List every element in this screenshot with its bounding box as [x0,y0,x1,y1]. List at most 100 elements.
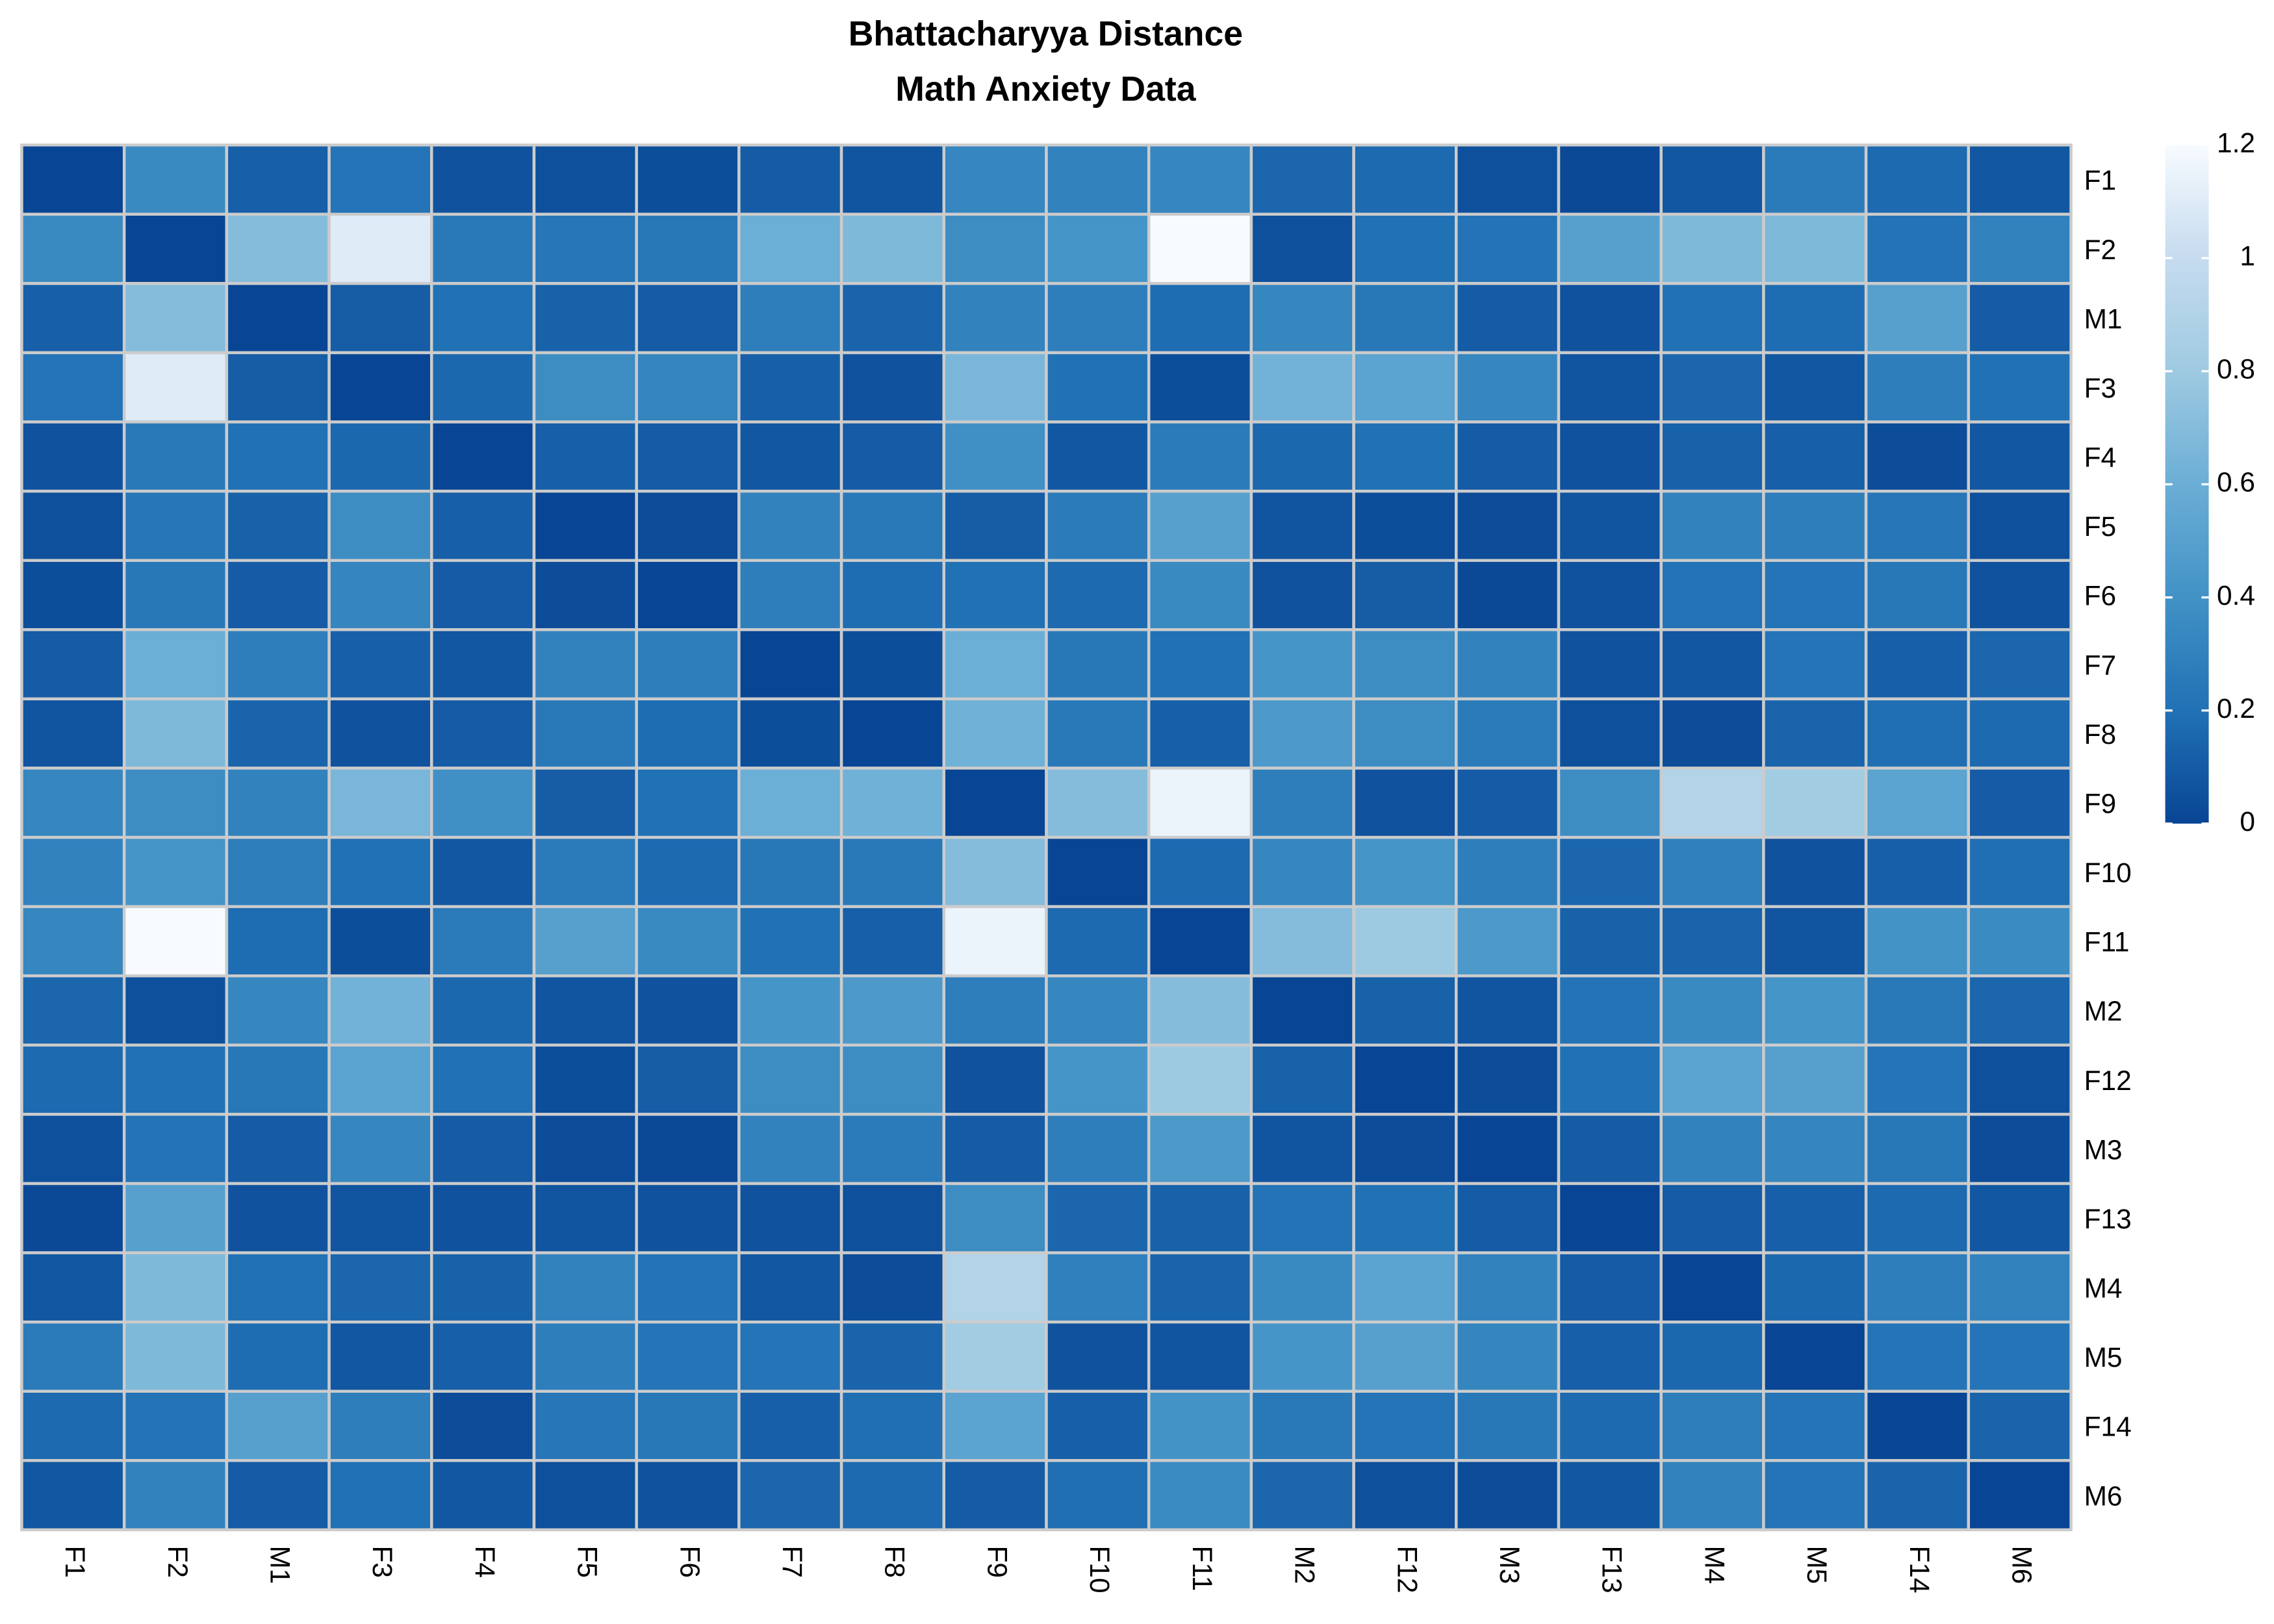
heatmap-cell [942,835,1048,908]
heatmap-cell [122,1459,229,1532]
heatmap-cell [20,1043,126,1116]
heatmap-cell [122,1182,229,1254]
heatmap-cell [122,1113,229,1186]
heatmap-cell [1147,974,1253,1047]
heatmap-cell [839,1251,946,1324]
heatmap-cell [1557,1182,1663,1254]
y-tick-label: M3 [2084,1134,2123,1165]
heatmap-cell [327,351,433,424]
heatmap-cell [942,1113,1048,1186]
heatmap-cell [20,905,126,978]
heatmap-cell [1249,697,1355,770]
heatmap-cell [635,351,741,424]
y-tick-label: F10 [2084,857,2132,888]
heatmap-cell [635,767,741,839]
heatmap-cell [1147,282,1253,355]
heatmap-cell [839,420,946,493]
heatmap-cell [1455,1182,1561,1254]
heatmap-cell [1967,143,2073,216]
heatmap-cell [122,282,229,355]
heatmap-cell [430,559,536,631]
heatmap-cell [1352,905,1458,978]
heatmap-cell [122,212,229,285]
heatmap-cell [225,489,331,562]
heatmap-cell [737,559,843,631]
heatmap-cell [327,420,433,493]
heatmap-cell [1762,489,1868,562]
heatmap-cell [532,351,638,424]
heatmap-cell [942,212,1048,285]
heatmap-cell [942,559,1048,631]
heatmap-cell [1864,282,1971,355]
heatmap-cell [327,628,433,701]
heatmap-cell [1249,835,1355,908]
heatmap-cell [532,835,638,908]
heatmap-cell [1352,212,1458,285]
heatmap-cell [532,905,638,978]
heatmap-cell [327,1459,433,1532]
heatmap-cell [430,1113,536,1186]
heatmap-cell [737,1043,843,1116]
heatmap-cell [1967,351,2073,424]
heatmap-cell [635,1182,741,1254]
heatmap-cell [1249,1320,1355,1393]
heatmap-cell [1967,489,2073,562]
y-tick-label: F13 [2084,1204,2132,1234]
heatmap-cell [1967,697,2073,770]
heatmap-cell [1659,1182,1765,1254]
heatmap-cell [20,282,126,355]
heatmap-cell [1249,1389,1355,1462]
heatmap-cell [1045,1459,1151,1532]
heatmap-cell [942,1389,1048,1462]
heatmap-cell [839,974,946,1047]
heatmap-cell [1557,1459,1663,1532]
heatmap-cell [1659,282,1765,355]
heatmap-cell [942,1043,1048,1116]
x-tick-label: F5 [572,1545,603,1578]
heatmap-cell [1045,974,1151,1047]
y-tick-label: F3 [2084,373,2117,403]
heatmap-cell [1455,835,1561,908]
heatmap-cell [1352,1459,1458,1532]
heatmap-cell [225,212,331,285]
heatmap-cell [839,351,946,424]
heatmap-cell [1967,1320,2073,1393]
heatmap-cell [20,1459,126,1532]
y-tick-label: F7 [2084,650,2117,680]
heatmap-cell [532,420,638,493]
chart-subtitle: Math Anxiety Data [895,70,1197,108]
heatmap-cell [635,697,741,770]
heatmap-cell [1147,1043,1253,1116]
heatmap-cell [635,835,741,908]
heatmap-cell [225,767,331,839]
heatmap-cell [1249,212,1355,285]
heatmap-cell [327,212,433,285]
heatmap-cell [1352,835,1458,908]
heatmap-cell [430,835,536,908]
heatmap-cell [532,489,638,562]
chart-title: Bhattacharyya Distance [849,15,1243,53]
heatmap-cell [1864,1182,1971,1254]
heatmap-cell [1352,143,1458,216]
heatmap-cell [225,1043,331,1116]
heatmap-cell [122,767,229,839]
heatmap-cell [737,1389,843,1462]
heatmap-cell [1147,697,1253,770]
heatmap-cell [635,420,741,493]
heatmap-cell [1864,1389,1971,1462]
heatmap-cell [635,628,741,701]
y-tick-label: M1 [2084,303,2123,334]
heatmap-cell [1557,351,1663,424]
x-tick-label: F4 [470,1545,500,1578]
heatmap-cell [1352,697,1458,770]
heatmap-cell [1762,1251,1868,1324]
heatmap-cell [1864,974,1971,1047]
heatmap-cell [839,1113,946,1186]
heatmap-cell [122,1043,229,1116]
heatmap-cell [1967,559,2073,631]
heatmap-cell [1762,559,1868,631]
heatmap-cell [122,351,229,424]
heatmap-cell [635,559,741,631]
heatmap-cell [532,767,638,839]
